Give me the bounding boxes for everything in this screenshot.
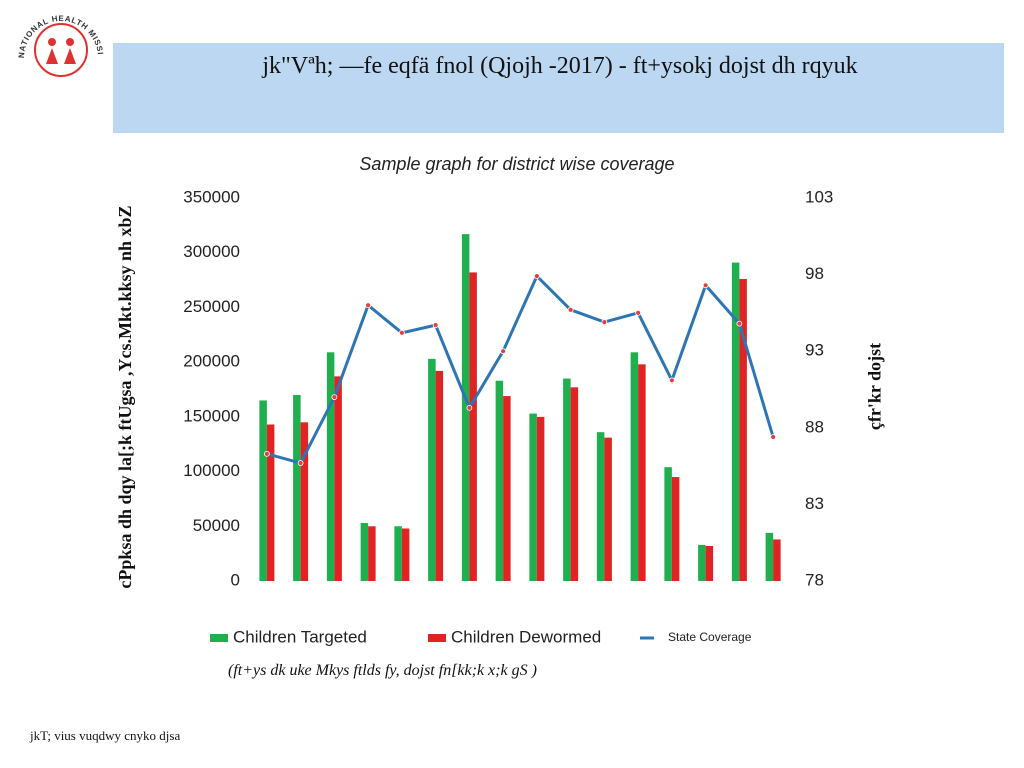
bar — [368, 526, 376, 581]
logo-icon — [46, 48, 76, 64]
bar — [739, 278, 747, 581]
y2-tick-label: 103 — [805, 187, 833, 206]
line-marker — [263, 450, 270, 457]
y-tick-label: 50000 — [193, 516, 240, 535]
legend-label: Children Targeted — [233, 627, 367, 646]
line-marker — [365, 302, 372, 309]
line-marker — [331, 394, 338, 401]
legend-swatch — [428, 634, 446, 642]
bar — [469, 272, 477, 581]
line-marker — [668, 377, 675, 384]
logo-icon — [48, 38, 56, 46]
line-marker — [500, 348, 507, 355]
legend-swatch — [210, 634, 228, 642]
y-tick-label: 200000 — [183, 352, 240, 371]
bar — [671, 477, 680, 581]
bar — [698, 544, 706, 581]
y-tick-label: 0 — [231, 570, 240, 589]
note: (ft+ys dk uke Mkys ftlds fy, dojst fn[kk… — [228, 662, 537, 679]
line-marker — [736, 320, 743, 327]
bar — [266, 424, 275, 581]
line-marker — [601, 319, 608, 325]
bar — [435, 370, 444, 581]
bar — [461, 234, 470, 581]
y2-tick-label: 98 — [805, 264, 824, 283]
bar — [773, 539, 781, 581]
bar — [293, 394, 301, 581]
legend-label: State Coverage — [668, 630, 752, 644]
bar — [563, 378, 571, 581]
line-marker — [635, 309, 642, 316]
bar — [394, 526, 402, 581]
title-banner — [113, 43, 1004, 133]
y2-tick-label: 88 — [805, 417, 824, 436]
y-tick-label: 350000 — [183, 187, 240, 206]
line-marker — [398, 329, 405, 336]
bar — [495, 380, 504, 581]
chart-title: Sample graph for district wise coverage — [359, 154, 674, 174]
bar — [401, 528, 410, 581]
y2-tick-label: 83 — [805, 494, 824, 513]
legend-label: Children Dewormed — [451, 627, 601, 646]
line-marker — [567, 306, 574, 313]
bar — [596, 432, 605, 581]
bar — [259, 400, 267, 581]
line-marker — [770, 434, 777, 440]
bar — [334, 376, 342, 581]
line-marker — [466, 404, 473, 411]
bar — [638, 364, 646, 581]
bar — [529, 413, 537, 581]
y-tick-label: 300000 — [183, 242, 240, 261]
bar — [604, 437, 612, 581]
y2-tick-label: 78 — [805, 570, 824, 589]
logo-ring — [34, 23, 88, 77]
bar — [300, 422, 309, 581]
line-marker — [297, 460, 304, 466]
bar — [326, 352, 335, 581]
bar — [705, 545, 714, 581]
y-tick-label: 150000 — [183, 406, 240, 425]
y-tick-label: 250000 — [183, 297, 240, 316]
bar — [503, 396, 511, 581]
bar — [360, 523, 369, 581]
bar — [731, 262, 740, 581]
bar — [765, 532, 774, 581]
y-tick-label: 100000 — [183, 461, 240, 480]
y2-tick-label: 93 — [805, 341, 824, 360]
logo: NATIONAL HEALTH MISSION — [0, 0, 104, 77]
line — [266, 273, 775, 465]
bar — [664, 467, 672, 581]
slide-title: jk"Vªh; —fe eqfä fnol (Qjojh -2017) - ft… — [262, 53, 858, 79]
line-marker — [702, 282, 709, 289]
bar — [428, 358, 436, 581]
logo-icon — [66, 38, 74, 46]
bar — [536, 416, 545, 581]
bar — [630, 352, 639, 581]
footer: jkT; vius vuqdwy cnyko djsa — [30, 728, 181, 743]
line-marker — [432, 322, 439, 329]
line-marker — [533, 273, 540, 280]
bar — [570, 387, 579, 581]
